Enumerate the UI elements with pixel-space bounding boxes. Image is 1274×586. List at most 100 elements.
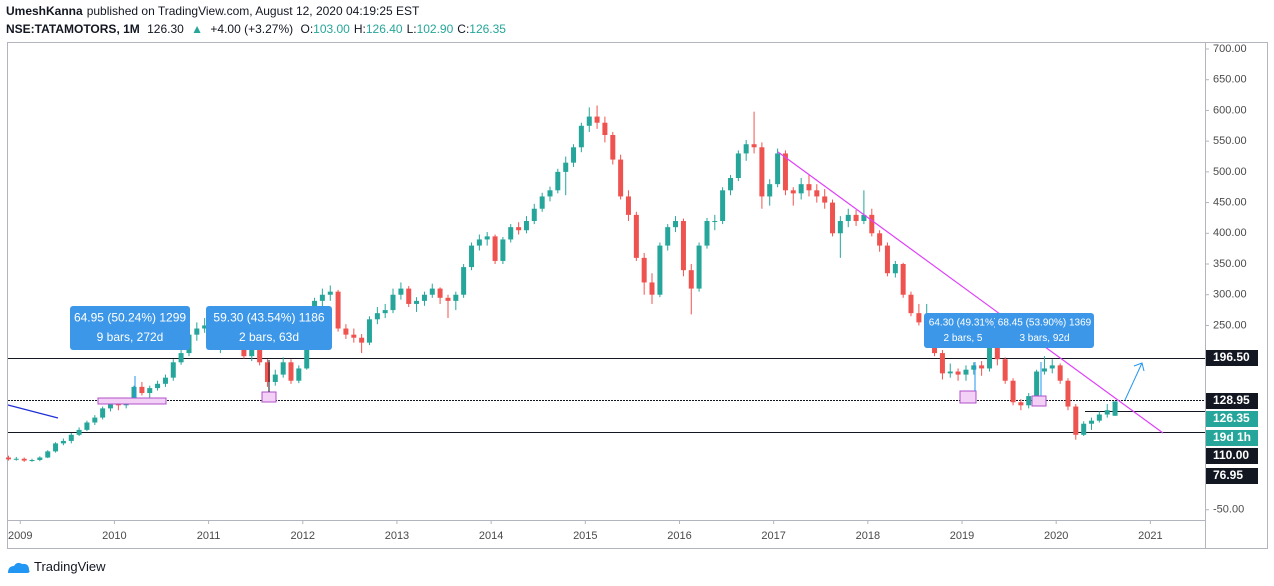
candle-body [971,365,977,370]
ohlc-label: H: [353,22,366,36]
candle-body [947,371,953,374]
brand: TradingView [34,559,106,574]
price-line-label: 128.95 [1213,393,1250,407]
candle-body [5,457,11,460]
highlight [959,390,977,404]
candle-body [45,451,51,458]
candle-body [861,214,867,222]
measurement-text: 64.30 (49.31%) [929,317,997,328]
candle-body [869,214,875,234]
candle-body [751,144,757,148]
x-tick-label: 2020 [1044,530,1068,542]
candle-body [673,221,679,228]
candle-body [1089,420,1095,424]
candle-body [335,291,341,329]
candle-body [1002,359,1008,381]
measurement: 64.95 (50.24%) 1299 9 bars, 272d [70,306,190,350]
symbol-line: NSE:TATAMOTORS, 1M 126.30 ▲ +4.00 (+3.27… [6,22,514,36]
candle-body [131,386,137,403]
candle-body [68,434,74,441]
candle-body [92,417,98,423]
candle-body [531,208,537,222]
measurement-text: 68.45 (53.90%) 1369 [998,317,1092,328]
candle-body [288,362,294,381]
candle-body [374,313,380,320]
x-tick-label: 2015 [573,530,597,542]
candle-body [571,147,577,163]
arrow-head [1133,362,1145,372]
measurement-text: 2 bars, 63d [239,330,299,344]
arrow [1124,362,1143,401]
candle-body [625,196,631,215]
x-tick-label: 2010 [102,530,126,542]
candle-body [523,221,529,231]
candle-body [249,350,255,357]
x-tick-label: 2013 [385,530,409,542]
measurement-text: 64.95 (50.24%) 1299 [74,310,186,324]
x-tick-label: 2017 [761,530,785,542]
candle-body [680,221,686,271]
candle-body [107,404,113,409]
y-tick-label: 550.00 [1213,135,1247,147]
candle-body [657,245,663,295]
candle-body [437,288,443,298]
candle-body [13,458,19,460]
candle-body [641,257,647,283]
candle-body [743,144,749,154]
candle-body [170,362,176,378]
candle-body [994,337,1000,360]
x-tick-label: 2016 [667,530,691,542]
candle-body [987,337,993,369]
change: +4.00 (+3.27%) [210,22,294,36]
candle-body [939,353,945,374]
candle-body [84,422,90,430]
candle-body [1026,396,1032,406]
candle-body [775,153,781,185]
candle-body [327,291,333,295]
candle-body [563,162,569,172]
countdown-label: 19d 1h [1213,430,1251,444]
price-line-label-bg [1206,448,1258,464]
candle-body [359,337,365,343]
candle-body [798,184,804,194]
candle-body [720,190,726,222]
price-line-label-bg [1206,393,1258,409]
candle-body [194,328,200,335]
candle-body [782,153,788,191]
candle-body [1065,380,1071,407]
candle-body [908,294,914,314]
x-tick-label: 2018 [856,530,880,542]
y-tick-label: 350.00 [1213,258,1247,270]
candle-body [319,294,325,301]
candle-body [1073,406,1079,435]
candle-body [979,365,985,369]
trend-line [777,151,1164,434]
candle-body [508,227,514,240]
candle-body [500,239,506,261]
candle-body [1034,371,1040,397]
ohlc-value: 126.35 [469,22,506,36]
ohlc-label: C: [457,22,470,36]
logo-cloud [8,562,30,573]
candle-body [814,190,820,197]
candle-body [1041,368,1047,372]
price-line-label: 110.00 [1213,448,1249,462]
candle-body [830,202,836,234]
candle-body [1057,365,1063,381]
trend-line [7,404,59,419]
x-tick-label: 2021 [1138,530,1162,542]
candle-body [429,288,435,295]
highlight [97,397,167,405]
candle-body [398,288,404,295]
y-tick-label: 600.00 [1213,104,1247,116]
candle-body [578,125,584,148]
candle-body [665,227,671,246]
candle-body [445,297,451,301]
candle-body [877,233,883,246]
candle-body [963,369,969,375]
measurement-text: 9 bars, 272d [97,330,164,344]
y-tick-label: 300.00 [1213,289,1247,301]
candle-body [806,184,812,191]
candle-body [296,368,302,381]
